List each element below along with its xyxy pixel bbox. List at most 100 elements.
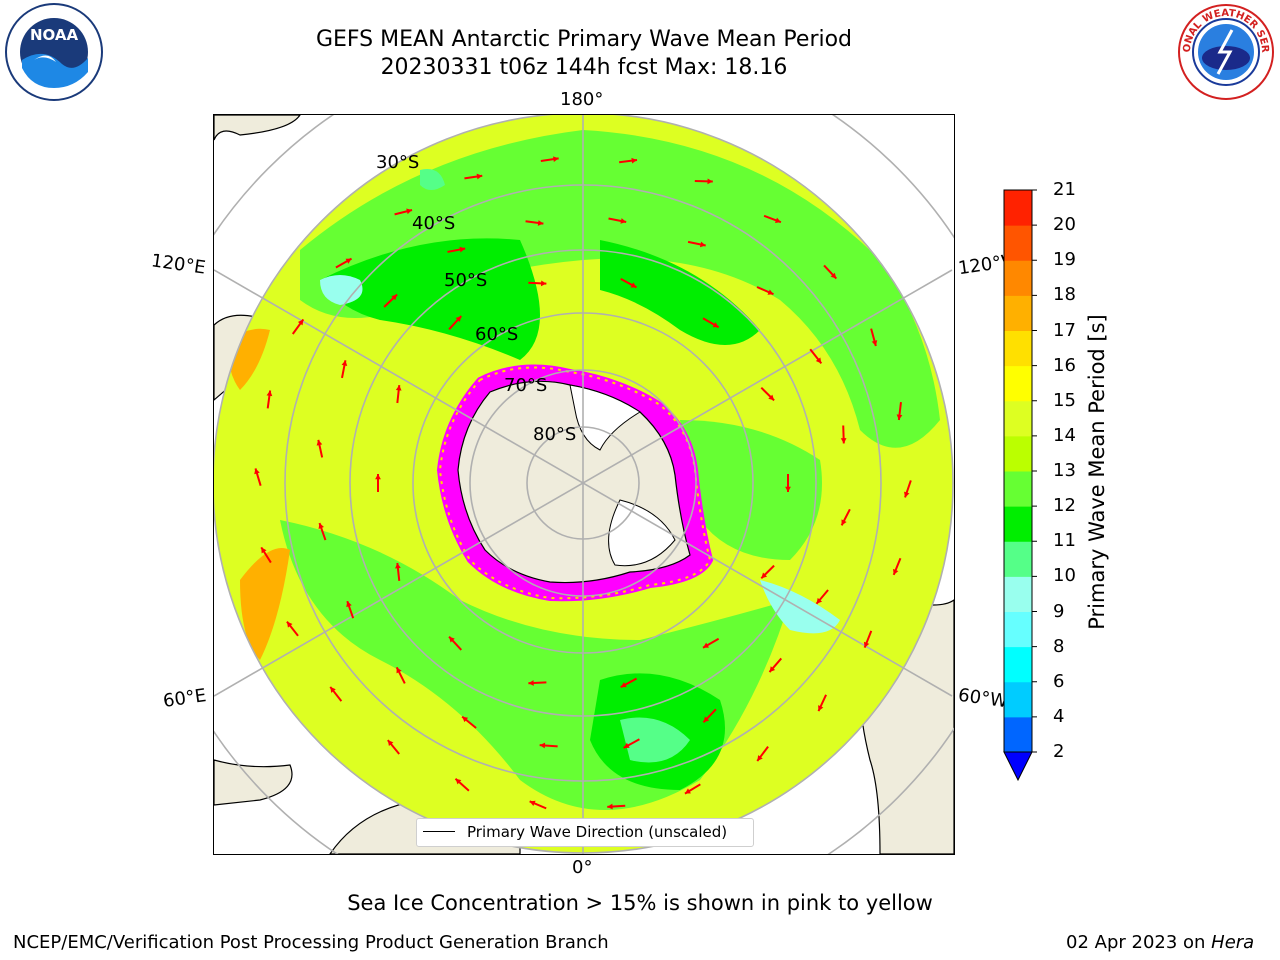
colorbar-segment (1004, 260, 1032, 296)
lat-label-30s: 30°S (376, 152, 420, 173)
wave-arrow-head (330, 686, 336, 693)
colorbar-tick-label: 8 (1053, 635, 1065, 657)
colorbar-segment (1004, 681, 1032, 718)
map-legend: Primary Wave Direction (unscaled) (416, 818, 754, 847)
wave-arrow-head (896, 414, 903, 420)
wave-arrow-head (863, 641, 870, 648)
wave-arrow-head (462, 716, 469, 723)
wave-arrow-head (345, 258, 352, 264)
wave-arrow-head (893, 568, 899, 575)
wave-arrow-head (449, 636, 455, 643)
wave-arrow-head (904, 491, 910, 498)
wave-arrow-head (476, 173, 483, 180)
wave-arrow-head (529, 800, 536, 807)
wave-arrow-head (553, 156, 559, 163)
wave-arrow-head (631, 157, 638, 164)
wave-arrow-head (774, 217, 781, 223)
wave-arrow-head (707, 178, 713, 185)
colorbar (1003, 189, 1037, 782)
colorbar-tick-label: 17 (1053, 319, 1076, 341)
wave-arrow-head (459, 246, 466, 253)
colorbar-tick-label: 21 (1053, 179, 1076, 200)
date-text: 02 Apr 2023 on Hera (1066, 932, 1254, 953)
wave-arrow-head (375, 474, 381, 480)
wave-arrow-head (297, 319, 304, 326)
colorbar-tick-label: 10 (1053, 565, 1076, 587)
wave-arrow-head (769, 666, 776, 673)
colorbar-segment (1004, 225, 1032, 261)
antarctica (436, 364, 714, 602)
wave-arrow-head (537, 220, 544, 226)
wave-arrow-head (620, 682, 627, 688)
date-label: 02 Apr 2023 on (1066, 932, 1212, 953)
colorbar-segment (1004, 295, 1032, 331)
legend-label: Primary Wave Direction (unscaled) (467, 823, 728, 841)
wave-arrow-head (391, 294, 398, 301)
chart-subtitle: 20230331 t06z 144h fcst Max: 18.16 (380, 55, 788, 80)
wave-arrow-head (816, 597, 823, 604)
wave-arrow-head (455, 778, 462, 785)
graticule (214, 115, 954, 854)
wave-arrow-head (266, 390, 273, 397)
colorbar-tick-label: 19 (1053, 249, 1076, 271)
wave-arrow-head (620, 218, 627, 224)
lat-label-40s: 40°S (412, 213, 456, 234)
wave-arrow-head (684, 788, 691, 794)
colorbar-tick-label: 12 (1053, 495, 1076, 517)
wave-arrow-head (818, 705, 824, 712)
colorbar-segment (1004, 330, 1032, 367)
lat-label-60s: 60°S (475, 324, 519, 345)
wave-arrow-head (286, 621, 293, 628)
credit-text: NCEP/EMC/Verification Post Processing Pr… (13, 932, 609, 953)
wave-arrow-head (757, 755, 763, 762)
wave-arrow-head (761, 572, 768, 579)
colorbar-segment (1004, 435, 1032, 472)
wave-arrow-head (785, 486, 791, 492)
wave-arrow-head (261, 547, 267, 554)
wave-arrow-head (768, 394, 775, 401)
colorbar-segment (1004, 190, 1032, 226)
noaa-logo-text: NOAA (30, 26, 79, 44)
wave-arrow-head (871, 340, 878, 346)
colorbar-segment (1004, 716, 1032, 753)
wave-arrow-head (830, 272, 837, 279)
wave-arrow-head (395, 385, 402, 391)
wave-arrow-head (528, 680, 534, 686)
wave-arrow-head (406, 208, 413, 215)
machine-name: Hera (1211, 932, 1255, 953)
colorbar-tick-label: 13 (1053, 460, 1076, 481)
colorbar-segment (1004, 506, 1032, 542)
colorbar-tick-label: 18 (1053, 284, 1076, 306)
wave-arrow-head (396, 667, 402, 674)
lat-label-70s: 70°S (504, 375, 548, 396)
wave-arrow-head (841, 519, 847, 526)
wave-arrow-head (630, 282, 637, 288)
noaa-logo: NOAA (5, 3, 103, 101)
colorbar-tick-label: 11 (1053, 530, 1076, 552)
wave-arrow-head (395, 562, 401, 569)
wave-arrow-head (623, 742, 630, 748)
wave-arrow-head (699, 241, 706, 248)
wave-arrow-head (767, 289, 774, 295)
nws-logo: NATIONAL WEATHER SERVICE (1176, 2, 1274, 100)
map-frame (213, 114, 955, 855)
lat-label-50s: 50°S (444, 270, 488, 291)
colorbar-segment (1004, 541, 1032, 577)
chart-title: GEFS MEAN Antarctic Primary Wave Mean Pe… (315, 27, 853, 52)
wave-arrow-head (703, 642, 710, 648)
wave-arrow-head (712, 322, 719, 328)
colorbar-segment (1004, 611, 1032, 648)
colorbar-label: Primary Wave Mean Period [s] (1085, 314, 1109, 630)
wave-arrow-head (539, 742, 546, 749)
wave-arrow-head (387, 740, 394, 746)
colorbar-segment (1004, 400, 1032, 437)
colorbar-segment (1004, 471, 1032, 507)
colorbar-segment (1004, 365, 1032, 402)
sea-ice-note: Sea Ice Concentration > 15% is shown in … (347, 891, 933, 915)
colorbar-segment (1004, 646, 1032, 683)
colorbar-tick-label: 20 (1053, 214, 1076, 236)
wave-arrow-head (318, 523, 324, 529)
lon-label-60e: 60°E (161, 685, 208, 712)
wave-arrow-head (540, 280, 547, 287)
wave-arrow-head (607, 803, 613, 810)
